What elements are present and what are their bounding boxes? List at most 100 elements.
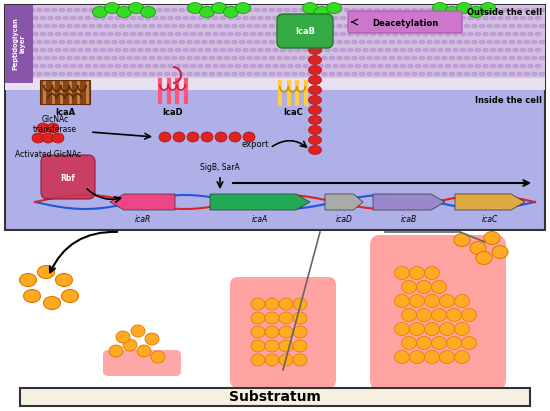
Ellipse shape (302, 16, 309, 20)
Ellipse shape (92, 32, 98, 36)
Ellipse shape (445, 16, 451, 20)
Ellipse shape (408, 32, 414, 36)
Ellipse shape (175, 48, 181, 52)
Ellipse shape (306, 72, 312, 76)
Ellipse shape (411, 24, 417, 28)
Ellipse shape (42, 133, 54, 143)
Ellipse shape (138, 16, 144, 20)
Ellipse shape (475, 16, 481, 20)
Ellipse shape (160, 32, 166, 36)
Ellipse shape (138, 32, 144, 36)
Ellipse shape (63, 16, 69, 20)
Ellipse shape (183, 16, 189, 20)
Bar (20, 388, 530, 406)
Ellipse shape (104, 40, 110, 44)
Ellipse shape (261, 24, 267, 28)
Ellipse shape (524, 72, 530, 76)
Ellipse shape (426, 8, 432, 12)
Ellipse shape (261, 8, 267, 12)
Ellipse shape (430, 16, 436, 20)
Ellipse shape (425, 323, 439, 335)
Ellipse shape (141, 56, 147, 60)
Ellipse shape (366, 40, 372, 44)
Ellipse shape (416, 280, 432, 293)
Ellipse shape (422, 16, 428, 20)
Ellipse shape (131, 325, 145, 337)
Ellipse shape (288, 64, 294, 68)
Ellipse shape (531, 40, 537, 44)
Ellipse shape (333, 64, 338, 68)
Ellipse shape (107, 32, 113, 36)
Ellipse shape (279, 354, 293, 366)
Ellipse shape (329, 72, 335, 76)
Ellipse shape (36, 8, 42, 12)
Ellipse shape (70, 64, 76, 68)
Ellipse shape (471, 56, 477, 60)
Ellipse shape (340, 64, 346, 68)
Ellipse shape (246, 40, 252, 44)
Ellipse shape (123, 64, 129, 68)
Ellipse shape (160, 48, 166, 52)
Ellipse shape (535, 48, 541, 52)
Ellipse shape (456, 8, 463, 12)
Ellipse shape (284, 56, 290, 60)
FancyBboxPatch shape (277, 14, 333, 48)
Ellipse shape (130, 64, 136, 68)
Ellipse shape (52, 24, 58, 28)
Ellipse shape (92, 16, 98, 20)
Ellipse shape (112, 56, 118, 60)
Ellipse shape (456, 24, 463, 28)
Text: IcaB: IcaB (295, 28, 315, 37)
Ellipse shape (67, 56, 73, 60)
Ellipse shape (223, 7, 239, 18)
Ellipse shape (59, 24, 65, 28)
Bar (5, 5, 33, 83)
Ellipse shape (186, 8, 192, 12)
Text: icaB: icaB (401, 215, 417, 224)
Ellipse shape (444, 7, 459, 18)
Ellipse shape (284, 8, 290, 12)
Ellipse shape (194, 8, 200, 12)
Ellipse shape (141, 24, 147, 28)
Text: IcaC: IcaC (283, 108, 303, 117)
Ellipse shape (217, 8, 223, 12)
Ellipse shape (74, 56, 80, 60)
FancyBboxPatch shape (230, 277, 336, 388)
Ellipse shape (194, 72, 200, 76)
Ellipse shape (254, 56, 260, 60)
Ellipse shape (265, 48, 271, 52)
Ellipse shape (516, 8, 522, 12)
Ellipse shape (78, 16, 84, 20)
Ellipse shape (243, 48, 249, 52)
Ellipse shape (235, 16, 241, 20)
Ellipse shape (400, 64, 406, 68)
Ellipse shape (333, 32, 338, 36)
Ellipse shape (370, 64, 376, 68)
Ellipse shape (288, 32, 294, 36)
Ellipse shape (520, 48, 526, 52)
Ellipse shape (246, 8, 252, 12)
Ellipse shape (453, 64, 459, 68)
Ellipse shape (453, 48, 459, 52)
Ellipse shape (172, 8, 178, 12)
Ellipse shape (119, 8, 125, 12)
Ellipse shape (442, 56, 448, 60)
Text: Deacetylation: Deacetylation (372, 18, 438, 28)
Ellipse shape (145, 333, 159, 345)
Ellipse shape (134, 8, 140, 12)
Ellipse shape (293, 326, 307, 338)
Ellipse shape (67, 24, 73, 28)
Ellipse shape (315, 7, 329, 18)
FancyArrow shape (325, 194, 363, 210)
Ellipse shape (292, 24, 298, 28)
Ellipse shape (411, 72, 417, 76)
Ellipse shape (309, 76, 322, 85)
Ellipse shape (112, 8, 118, 12)
Ellipse shape (164, 56, 170, 60)
Ellipse shape (535, 64, 541, 68)
Ellipse shape (400, 32, 406, 36)
Ellipse shape (92, 7, 107, 18)
Ellipse shape (468, 48, 474, 52)
Ellipse shape (212, 2, 227, 14)
Ellipse shape (149, 40, 155, 44)
